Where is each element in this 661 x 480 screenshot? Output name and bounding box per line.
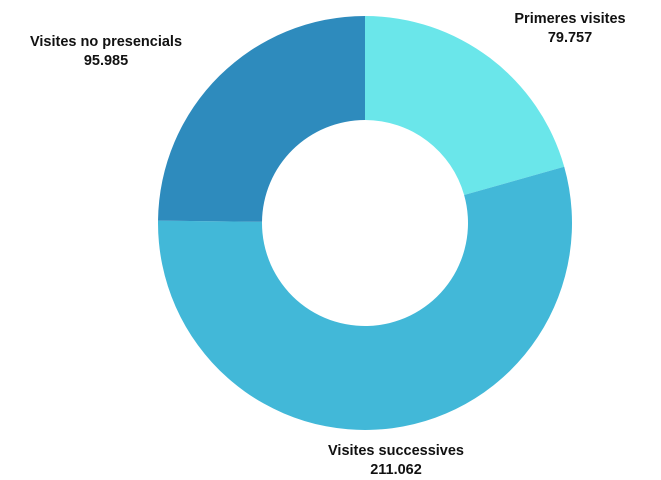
slice-value: 95.985 [83,53,129,69]
slice-name: Visites no presencials [29,34,183,50]
slice-name: Primeres visites [514,11,626,27]
slice-value: 79.757 [547,30,593,46]
slice-label-visites-successives: Visites successives 211.062 [296,442,496,480]
donut-slice-visites-no-presencials [158,16,365,222]
donut-slice-visites-successives [158,166,573,431]
slice-name: Visites successives [328,443,464,459]
slice-label-primeres-visites: Primeres visites 79.757 [500,10,640,48]
slice-value: 211.062 [370,462,422,478]
slice-label-visites-no-presencials: Visites no presencials 95.985 [6,33,206,71]
donut-slice-primeres-visites [365,16,565,196]
